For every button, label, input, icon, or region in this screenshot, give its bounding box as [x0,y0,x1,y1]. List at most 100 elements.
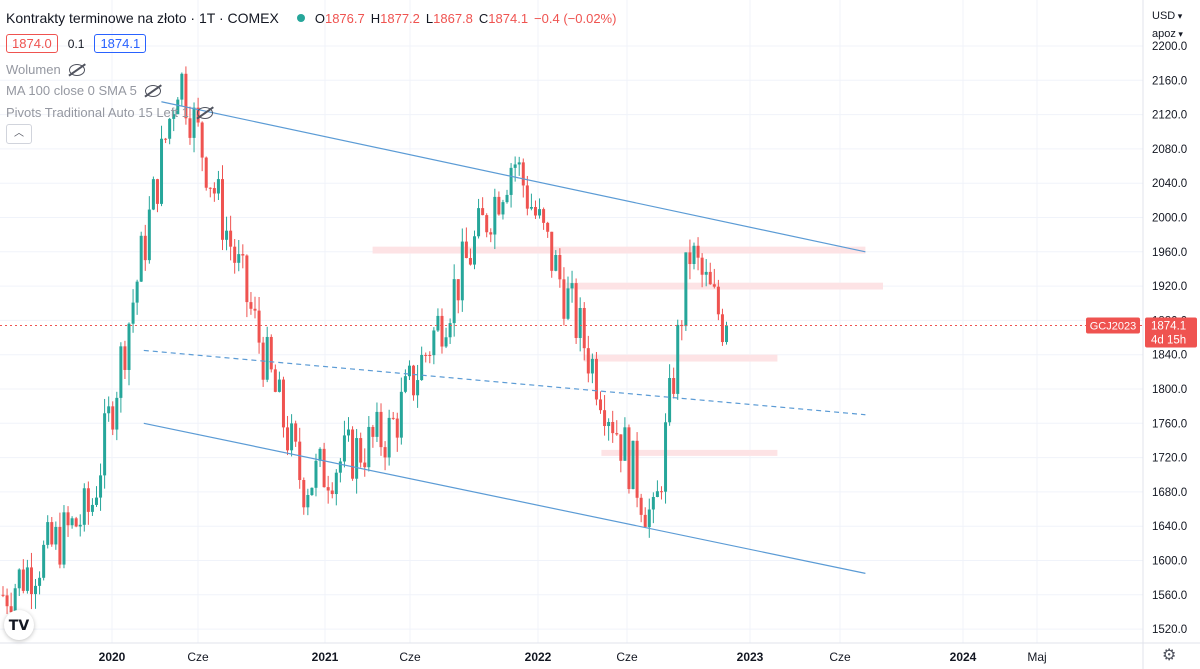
trendline-middle[interactable] [143,349,866,416]
candle-body [566,288,570,319]
unit-selector[interactable]: apoz [1152,28,1183,40]
gear-icon[interactable]: ⚙ [1162,647,1177,664]
indicator-pivots[interactable]: Pivots Traditional Auto 15 Left 1 [6,105,213,120]
y-tick-label: 1840.0 [1152,350,1187,362]
candle-body [367,426,371,468]
candle-body [546,222,550,232]
sell-button[interactable]: 1874.0 [6,34,58,53]
eye-off-icon[interactable] [144,84,161,97]
candle-body [257,310,261,343]
indicator-label: Wolumen [6,62,61,77]
trendline-lower[interactable] [143,422,866,574]
candle-body [143,235,147,261]
candle-body [54,526,58,545]
candle-body [204,157,208,188]
chevron-up-icon[interactable]: ︿ [6,124,32,144]
trendline-upper[interactable] [161,101,866,253]
high-value: H1877.2 [370,10,420,26]
quote-panel: 1874.0 0.1 1874.1 [6,34,147,53]
indicator-ma[interactable]: MA 100 close 0 SMA 5 [6,83,161,98]
candle-body [334,472,338,495]
price-axis[interactable]: 1520.0 1560.0 1600.0 1640.0 1680.0 1720.0 1760… [1152,41,1187,636]
candle-body [90,504,94,512]
candle-body [538,209,542,216]
change-value: −0.4 (−0.02%) [534,10,617,26]
candle-body [216,179,220,194]
candle-body [664,422,668,492]
candle-body [168,118,172,139]
eye-off-icon[interactable] [68,63,85,76]
y-tick-label: 2160.0 [1152,75,1187,87]
candle-body [448,323,452,338]
candle-body [525,185,529,209]
candle-body [420,354,424,381]
time-axis[interactable]: 2020 Cze 2021 Cze 2022 Cze 2023 Cze 2024 Maj [99,650,1047,664]
candle-body [473,236,477,265]
candle-body [322,448,326,488]
candle-body [387,417,391,458]
resistance-zones [372,246,883,456]
candle-body [127,323,131,370]
low-value: L1867.8 [425,10,473,26]
candle-body [184,73,188,119]
candle-body [314,460,318,488]
candle-body [5,595,9,607]
buy-button[interactable]: 1874.1 [94,34,147,53]
candlestick-series [1,66,729,625]
x-tick-label: 2020 [99,650,126,664]
eye-off-icon[interactable] [196,106,213,119]
grid-lines [0,0,1143,643]
y-tick-label: 1680.0 [1152,487,1187,499]
candle-body [269,336,273,370]
close-value: C1874.1 [478,10,529,26]
indicator-volume[interactable]: Wolumen [6,62,85,77]
candle-body [655,491,659,497]
candle-body [570,283,574,289]
candle-body [1,594,5,596]
candle-body [123,346,127,370]
candle-body [481,208,485,216]
candle-body [432,330,436,356]
candle-body [330,490,334,495]
symbol-title[interactable]: Kontrakty terminowe na złoto · 1T · COME… [6,10,279,26]
candle-body [428,354,432,356]
x-tick-label: Cze [829,650,851,664]
candle-body [456,279,460,301]
candle-body [359,438,363,463]
candle-body [306,494,310,508]
candle-body [489,232,493,235]
candle-body [21,569,25,591]
candle-body [302,480,306,508]
y-tick-label: 1720.0 [1152,453,1187,465]
candle-body [643,514,647,528]
candle-body [468,258,472,265]
candle-body [62,512,66,565]
x-tick-label: 2023 [737,650,764,664]
candle-body [192,107,196,138]
candle-body [188,118,192,138]
channel-trendlines[interactable] [143,101,866,574]
currency-selector[interactable]: USD [1152,10,1182,22]
candle-body [668,378,672,423]
candle-body [452,279,456,324]
candle-body [241,254,245,256]
candle-body [131,302,135,324]
candle-body [460,241,464,301]
candle-body [554,254,558,271]
candle-body [399,391,403,438]
candle-body [379,411,383,448]
candle-body [623,427,627,461]
candle-body [582,307,586,349]
candle-body [147,209,151,261]
y-tick-label: 1920.0 [1152,281,1187,293]
resistance-zone [372,246,866,254]
y-tick-label: 1640.0 [1152,521,1187,533]
tradingview-logo-icon[interactable]: 𝗧𝗩 [4,610,34,640]
candle-body [603,410,607,427]
candle-body [99,475,103,498]
candle-body [38,577,42,586]
candle-body [672,378,676,394]
candle-body [619,434,623,461]
candle-body [103,413,107,476]
